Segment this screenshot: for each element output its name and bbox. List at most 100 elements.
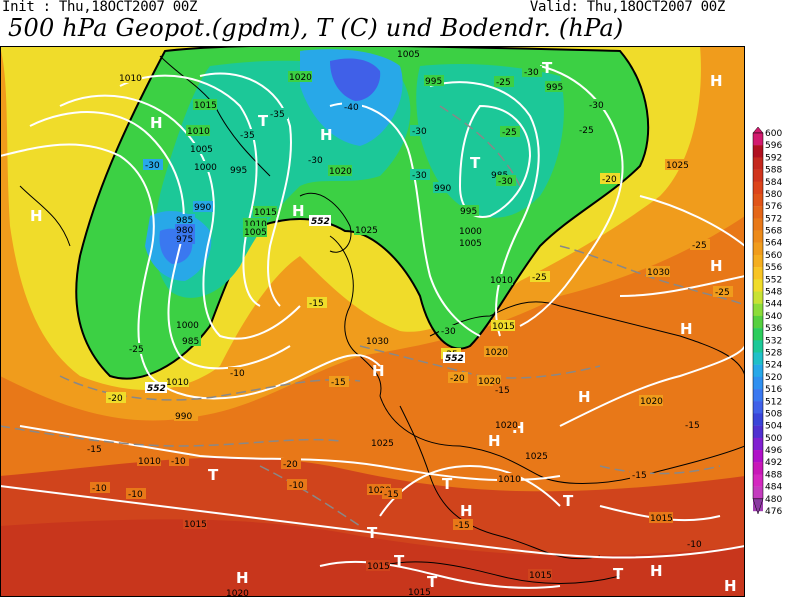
colorbar-label: 600 bbox=[765, 129, 782, 139]
isobar-label: 1015 bbox=[529, 571, 552, 581]
high-center-label: H bbox=[236, 569, 249, 587]
band-512-core bbox=[330, 58, 381, 101]
colorbar-label: 516 bbox=[765, 385, 782, 395]
low-center-label: T bbox=[613, 565, 624, 583]
isotherm-label: -10 bbox=[128, 490, 143, 500]
colorbar-label: 480 bbox=[765, 495, 782, 505]
colorbar-swatch bbox=[753, 218, 763, 231]
colorbar: 600 596 592 588 584 580 576 572 568 564 560 556 552 5… bbox=[752, 127, 782, 517]
isobar-label: 975 bbox=[176, 235, 193, 245]
high-center-label: H bbox=[724, 577, 737, 595]
isotherm-label: -15 bbox=[455, 521, 470, 531]
colorbar-label: 572 bbox=[765, 214, 782, 224]
isotherm-label: -25 bbox=[502, 128, 517, 138]
isotherm-label: -10 bbox=[687, 540, 702, 550]
colorbar-frame bbox=[752, 132, 764, 500]
colorbar-label: 580 bbox=[765, 190, 782, 200]
isotherm-label: -20 bbox=[450, 374, 465, 384]
isotherm-label: -15 bbox=[495, 386, 510, 396]
isobar-label: 1015 bbox=[194, 101, 217, 111]
colorbar-label: 540 bbox=[765, 312, 782, 322]
colorbar-label: 548 bbox=[765, 288, 782, 298]
colorbar-swatch bbox=[753, 474, 763, 487]
colorbar-swatch bbox=[753, 389, 763, 402]
isotherm-label: -25 bbox=[532, 273, 547, 283]
low-center-label: T bbox=[367, 524, 378, 542]
colorbar-swatch bbox=[753, 157, 763, 170]
isobar-label: 1015 bbox=[408, 588, 431, 597]
colorbar-label: 596 bbox=[765, 141, 782, 151]
colorbar-label: 524 bbox=[765, 361, 782, 371]
isotherm-label: -30 bbox=[589, 101, 604, 111]
high-center-label: H bbox=[372, 362, 385, 380]
isobar-label: 1015 bbox=[492, 322, 515, 332]
isotherm-label: -30 bbox=[308, 156, 323, 166]
high-center-label: H bbox=[578, 388, 591, 406]
colorbar-swatch bbox=[753, 462, 763, 475]
isotherm-label: -30 bbox=[412, 127, 427, 137]
isotherm-label: -35 bbox=[270, 110, 285, 120]
isobar-label: 1020 bbox=[289, 73, 312, 83]
isobar-label: 1000 bbox=[194, 163, 217, 173]
colorbar-swatch bbox=[753, 364, 763, 378]
isotherm-label: -15 bbox=[685, 421, 700, 431]
isobar-label: 1000 bbox=[176, 321, 199, 331]
colorbar-label: 560 bbox=[765, 251, 782, 261]
weather-map: H H H H H H H H H H H H H H H T T T T T … bbox=[0, 46, 745, 597]
isotherm-label: -15 bbox=[309, 299, 324, 309]
high-center-label: H bbox=[30, 207, 43, 225]
colorbar-swatch bbox=[753, 279, 763, 292]
isotherm-label: -15 bbox=[331, 378, 346, 388]
isobar-label: 1020 bbox=[495, 421, 518, 431]
low-center-label: T bbox=[542, 59, 553, 77]
isotherm-label: -25 bbox=[579, 126, 594, 136]
high-center-label: H bbox=[460, 502, 473, 520]
geopotential-label: 552 bbox=[311, 217, 330, 227]
isobar-label: 1020 bbox=[485, 348, 508, 358]
isotherm-label: -10 bbox=[289, 481, 304, 491]
isobar-label: 1010 bbox=[166, 378, 189, 388]
colorbar-swatch bbox=[753, 376, 763, 390]
isobar-label: 1005 bbox=[244, 228, 267, 238]
colorbar-swatch bbox=[753, 145, 763, 158]
band-536-east bbox=[416, 64, 564, 218]
isobar-label: 1005 bbox=[397, 50, 420, 60]
colorbar-swatch bbox=[753, 437, 763, 451]
isotherm-label: -20 bbox=[108, 394, 123, 404]
colorbar-swatch bbox=[753, 328, 763, 341]
isotherm-label: -30 bbox=[524, 68, 539, 78]
isobar-label: 1020 bbox=[368, 486, 391, 496]
colorbar-label: 496 bbox=[765, 446, 782, 456]
colorbar-swatch bbox=[753, 315, 763, 329]
isobar-label: 1025 bbox=[525, 452, 548, 462]
isotherm-label: -25 bbox=[129, 345, 144, 355]
colorbar-label: 520 bbox=[765, 373, 782, 383]
isobar-label: 1015 bbox=[650, 514, 673, 524]
isobar-label: 1020 bbox=[226, 589, 249, 597]
colorbar-label: 576 bbox=[765, 202, 782, 212]
high-center-label: H bbox=[710, 72, 723, 90]
colorbar-label: 584 bbox=[765, 178, 782, 188]
colorbar-swatch bbox=[753, 450, 763, 463]
high-center-label: H bbox=[150, 114, 163, 132]
high-center-label: H bbox=[320, 126, 333, 144]
colorbar-label: 492 bbox=[765, 458, 782, 468]
isobar-label: 1010 bbox=[498, 475, 521, 485]
colorbar-label: 568 bbox=[765, 227, 782, 237]
isobar-label: 1025 bbox=[371, 439, 394, 449]
isobar-label: 1010 bbox=[244, 220, 267, 230]
colorbar-label: 544 bbox=[765, 300, 782, 310]
isotherm-label: -15 bbox=[384, 490, 399, 500]
map-title: 500 hPa Geopot.(gpdm), T (C) und Bodendr… bbox=[8, 14, 624, 42]
isobar-label: 995 bbox=[425, 77, 442, 87]
isotherm-label: -35 bbox=[240, 131, 255, 141]
band-580 bbox=[0, 519, 745, 597]
isotherm-label: -30 bbox=[412, 171, 427, 181]
colorbar-swatch bbox=[753, 291, 763, 304]
colorbar-label: 512 bbox=[765, 397, 782, 407]
low-center-label: T bbox=[258, 112, 269, 130]
isotherm-label: -10 bbox=[171, 457, 186, 467]
isobar-label: 1030 bbox=[366, 337, 389, 347]
isobar-label: 1000 bbox=[459, 227, 482, 237]
isotherm-label: -40 bbox=[344, 103, 359, 113]
